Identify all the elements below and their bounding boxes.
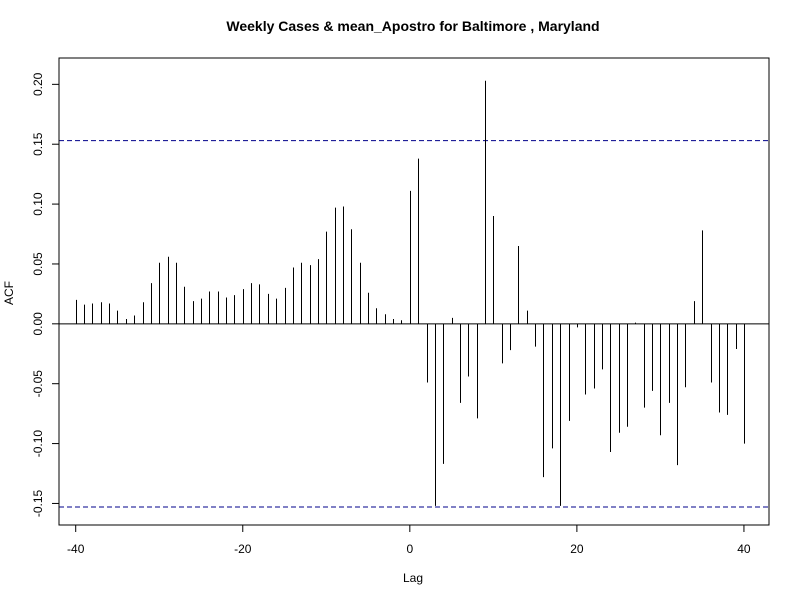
x-tick-label: 0 xyxy=(406,542,413,556)
x-tick-label: 20 xyxy=(570,542,584,556)
y-tick-label: 0.00 xyxy=(31,312,45,336)
y-tick-label: 0.10 xyxy=(31,192,45,216)
acf-bars xyxy=(76,80,745,506)
y-tick-label: -0.10 xyxy=(31,430,45,458)
x-axis-label: Lag xyxy=(403,571,423,585)
x-tick-label: 40 xyxy=(737,542,751,556)
y-tick-label: -0.05 xyxy=(31,370,45,398)
y-axis: -0.15 -0.10 -0.05 0.00 0.05 0.10 0.15 0.20 xyxy=(31,72,60,517)
y-axis-label: ACF xyxy=(2,281,16,305)
plot-frame xyxy=(58,57,770,526)
x-tick-label: -20 xyxy=(234,542,252,556)
x-tick-label: -40 xyxy=(67,542,85,556)
x-axis: -40 -20 0 20 40 xyxy=(67,524,751,556)
y-tick-label: 0.15 xyxy=(31,132,45,156)
y-tick-label: 0.05 xyxy=(31,252,45,276)
chart-title: Weekly Cases & mean_Apostro for Baltimor… xyxy=(226,18,599,34)
y-tick-label: -0.15 xyxy=(31,489,45,517)
y-tick-label: 0.20 xyxy=(31,72,45,96)
confidence-bounds xyxy=(59,140,769,508)
